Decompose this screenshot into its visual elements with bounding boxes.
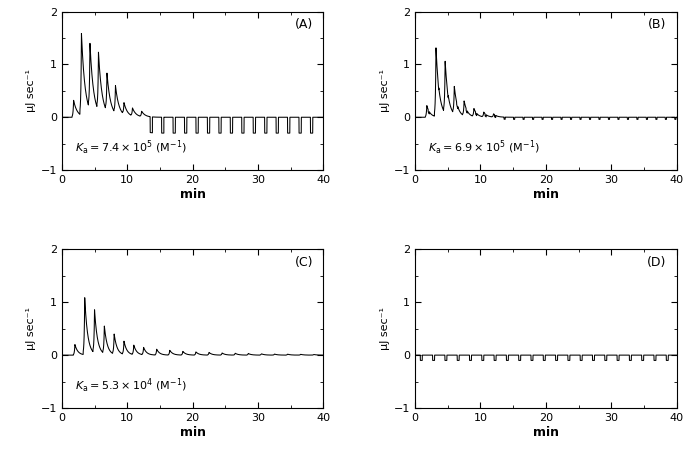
Text: (B): (B)	[648, 18, 666, 31]
Y-axis label: μJ sec⁻¹: μJ sec⁻¹	[26, 69, 36, 112]
X-axis label: min: min	[180, 188, 205, 201]
Text: $\mathit{K}_\mathrm{a}=6.9\times10^{5}\ \mathrm{(M^{-1})}$: $\mathit{K}_\mathrm{a}=6.9\times10^{5}\ …	[428, 139, 540, 157]
X-axis label: min: min	[533, 426, 559, 438]
Text: (D): (D)	[647, 256, 666, 269]
X-axis label: min: min	[533, 188, 559, 201]
Text: (A): (A)	[295, 18, 313, 31]
X-axis label: min: min	[180, 426, 205, 438]
Text: $\mathit{K}_\mathrm{a}=7.4\times10^{5}\ \mathrm{(M^{-1})}$: $\mathit{K}_\mathrm{a}=7.4\times10^{5}\ …	[75, 139, 187, 157]
Y-axis label: μJ sec⁻¹: μJ sec⁻¹	[26, 307, 36, 350]
Y-axis label: μJ sec⁻¹: μJ sec⁻¹	[380, 69, 390, 112]
Text: $\mathit{K}_\mathrm{a}=5.3\times10^{4}\ \mathrm{(M^{-1})}$: $\mathit{K}_\mathrm{a}=5.3\times10^{4}\ …	[75, 377, 187, 395]
Y-axis label: μJ sec⁻¹: μJ sec⁻¹	[380, 307, 390, 350]
Text: (C): (C)	[295, 256, 313, 269]
